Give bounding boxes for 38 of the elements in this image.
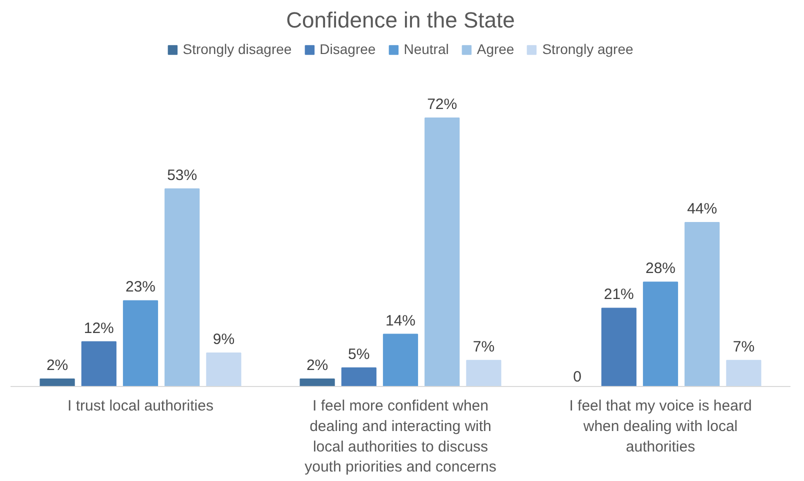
x-tick-label: I feel that my voice is heard when dealing with local authorities bbox=[569, 398, 752, 456]
legend-label: Strongly agree bbox=[542, 41, 634, 57]
bar bbox=[81, 341, 116, 386]
bar bbox=[164, 188, 200, 386]
bar bbox=[122, 300, 158, 386]
bar bbox=[341, 367, 376, 386]
bar bbox=[40, 378, 75, 386]
data-label: 72% bbox=[427, 96, 458, 114]
data-label: 0 bbox=[573, 368, 582, 386]
x-tick-label: I feel more confident when dealing and interacting with local authorities to discuss youth priorities and concerns bbox=[304, 398, 496, 476]
data-label: 7% bbox=[472, 338, 495, 356]
data-label: 23% bbox=[125, 278, 156, 296]
bar bbox=[601, 308, 636, 386]
legend-label: Neutral bbox=[404, 41, 449, 57]
data-label: 12% bbox=[84, 320, 114, 337]
data-label: 53% bbox=[167, 166, 198, 184]
chart-title: Confidence in the State bbox=[286, 8, 515, 32]
bar bbox=[300, 378, 335, 386]
data-label: 5% bbox=[348, 346, 370, 363]
data-label: 21% bbox=[604, 286, 634, 304]
data-label: 2% bbox=[46, 357, 68, 374]
bar bbox=[684, 222, 720, 386]
bar bbox=[206, 352, 242, 386]
bar bbox=[424, 118, 460, 386]
data-label: 14% bbox=[385, 312, 416, 330]
data-label: 7% bbox=[732, 338, 755, 356]
bar bbox=[642, 282, 678, 386]
legend-label: Agree bbox=[476, 41, 514, 57]
data-label: 44% bbox=[687, 200, 718, 218]
x-tick-label: I trust local authorities bbox=[68, 398, 214, 414]
bar bbox=[382, 334, 418, 386]
legend-label: Strongly disagree bbox=[182, 41, 292, 57]
data-label: 9% bbox=[212, 330, 235, 348]
legend-label: Disagree bbox=[320, 41, 376, 57]
data-label: 28% bbox=[645, 260, 676, 278]
bar bbox=[726, 360, 762, 386]
data-label: 2% bbox=[306, 357, 328, 374]
bar bbox=[466, 360, 502, 386]
